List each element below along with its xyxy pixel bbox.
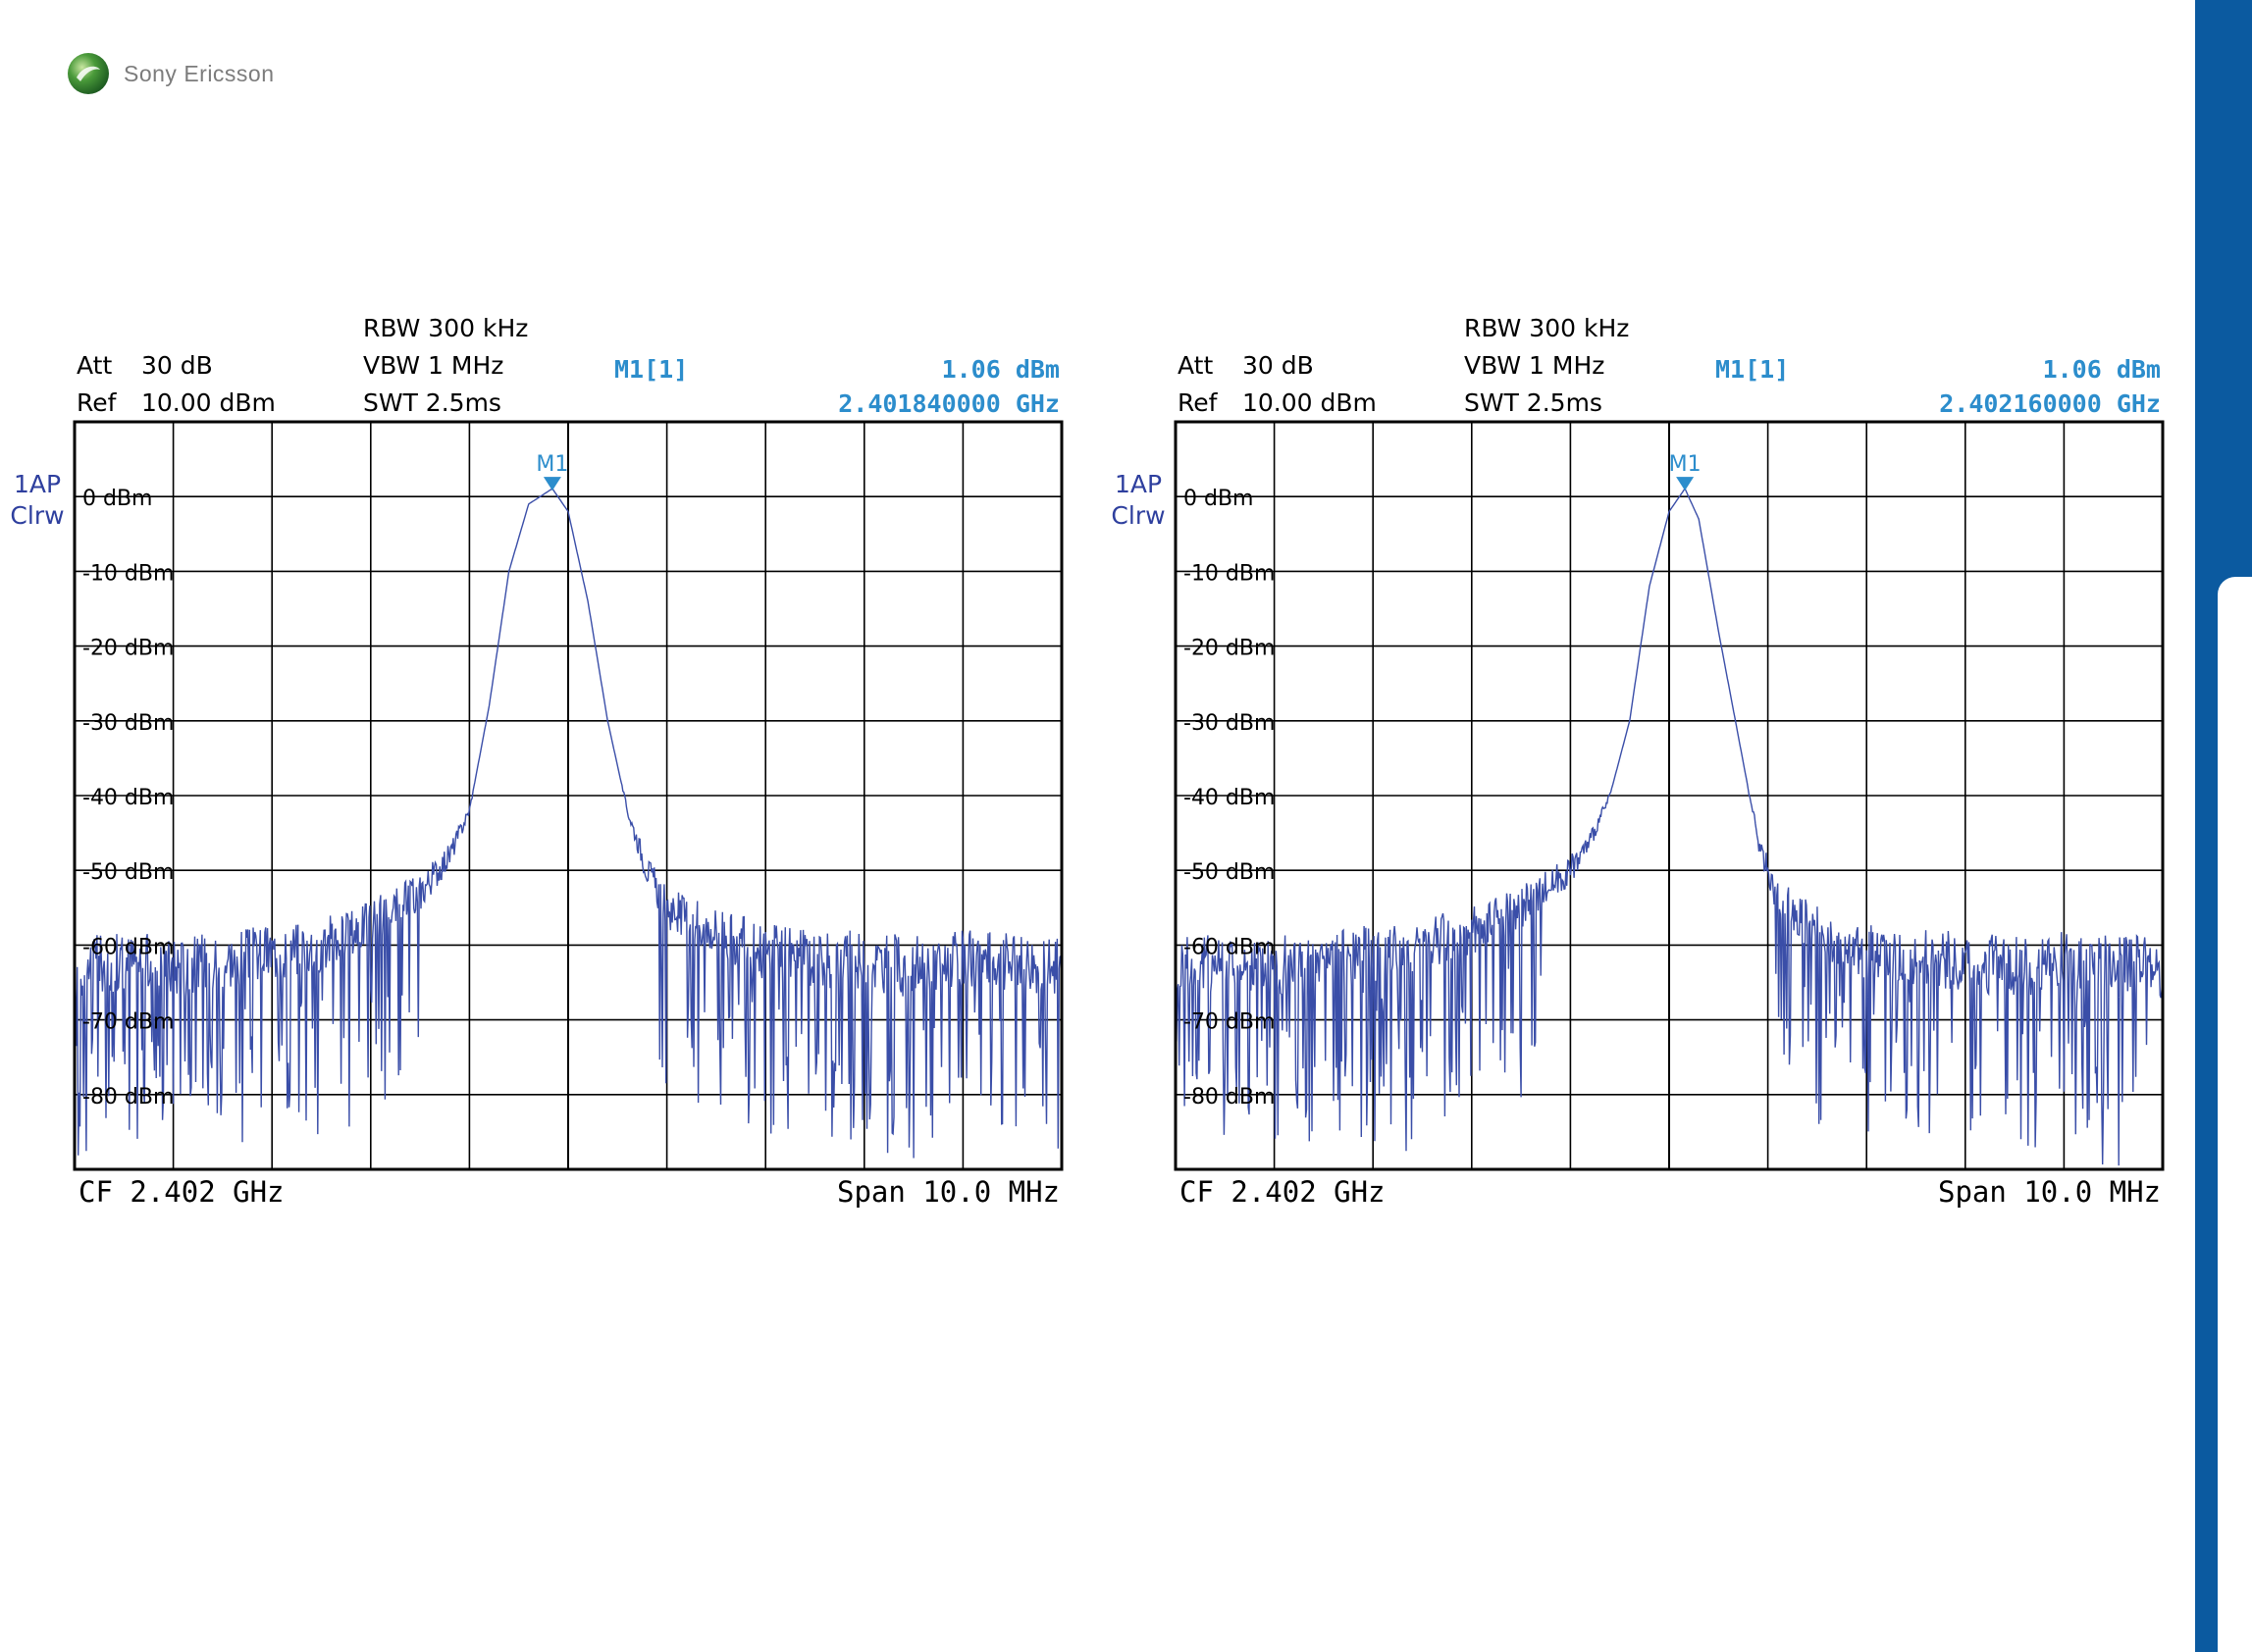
center-frequency-label: CF 2.402 GHz [79,1175,285,1209]
marker-triangle-icon [543,477,561,491]
vbw-label: VBW 1 MHz [363,351,504,380]
plot-frame [1174,420,2165,1171]
rbw-label: RBW 300 kHz [1464,314,1630,342]
marker-frequency: 2.401840000 GHz [838,389,1060,418]
spectrum-trace [74,488,1063,1159]
logo: Sony Ericsson [67,49,275,98]
ref-value: 10.00 dBm [1242,388,1377,417]
trace-label-line2: Clrw [10,501,65,530]
trace-mode-label: 1AP Clrw [4,469,71,532]
spectrum-trace [1175,489,2164,1166]
y-tick-label: -20 dBm [82,637,174,661]
swt-label: SWT 2.5ms [363,388,501,417]
att-value: 30 dB [141,351,213,380]
trace-mode-label: 1AP Clrw [1105,469,1172,532]
ref-label: Ref [1178,388,1218,417]
ref-label: Ref [77,388,117,417]
y-tick-label: -30 dBm [82,711,174,736]
marker-triangle-icon [1676,477,1695,491]
marker-readout-label: M1[1] [1715,355,1790,384]
center-frequency-label: CF 2.402 GHz [1179,1175,1386,1209]
att-label: Att [77,351,113,380]
y-tick-label: 0 dBm [1183,487,1253,511]
swt-label: SWT 2.5ms [1464,388,1602,417]
y-tick-label: -80 dBm [1183,1085,1275,1110]
att-value: 30 dB [1242,351,1314,380]
y-tick-label: -10 dBm [82,561,174,586]
marker-frequency: 2.402160000 GHz [1939,389,2161,418]
y-tick-label: -40 dBm [82,786,174,810]
ref-value: 10.00 dBm [141,388,276,417]
y-tick-label: -10 dBm [1183,561,1275,586]
logo-text: Sony Ericsson [124,60,275,86]
marker-label: M1 [1669,452,1702,477]
y-tick-label: -60 dBm [82,935,174,959]
spectrum-plot-2: 0 dBm -10 dBm -20 dBm -30 dBm -40 dBm -50 dBm… [1174,420,2165,1171]
plot-frame [73,420,1064,1171]
trace-label-line1: 1AP [1114,470,1163,498]
vbw-label: VBW 1 MHz [1464,351,1605,380]
spectrum-plot-1: 0 dBm -10 dBm -20 dBm -30 dBm -40 dBm -50 dBm… [73,420,1064,1171]
rbw-label: RBW 300 kHz [363,314,529,342]
trace-label-line2: Clrw [1111,501,1166,530]
marker-level: 1.06 dBm [941,355,1060,384]
spectrum-panel-1: RBW 300 kHz Att 30 dB VBW 1 MHz Ref 10.0… [0,294,1109,1226]
span-label: Span 10.0 MHz [837,1175,1060,1209]
marker-level: 1.06 dBm [2042,355,2161,384]
y-tick-label: -60 dBm [1183,935,1275,959]
sony-ericsson-logo-icon [68,53,109,94]
y-tick-label: -30 dBm [1183,711,1275,736]
att-label: Att [1178,351,1214,380]
marker-readout-label: M1[1] [614,355,689,384]
y-tick-label: -70 dBm [82,1010,174,1035]
y-tick-label: -70 dBm [1183,1010,1275,1035]
y-tick-label: -50 dBm [1183,860,1275,885]
trace-label-line1: 1AP [13,470,62,498]
spectrum-panel-2: RBW 300 kHz Att 30 dB VBW 1 MHz Ref 10.0… [1101,294,2210,1226]
accent-side-bar-notch [2218,577,2252,1652]
span-label: Span 10.0 MHz [1938,1175,2161,1209]
y-tick-label: -50 dBm [82,860,174,885]
y-tick-label: 0 dBm [82,487,152,511]
y-tick-label: -80 dBm [82,1085,174,1110]
marker-label: M1 [536,452,568,477]
y-tick-label: -20 dBm [1183,637,1275,661]
y-tick-label: -40 dBm [1183,786,1275,810]
